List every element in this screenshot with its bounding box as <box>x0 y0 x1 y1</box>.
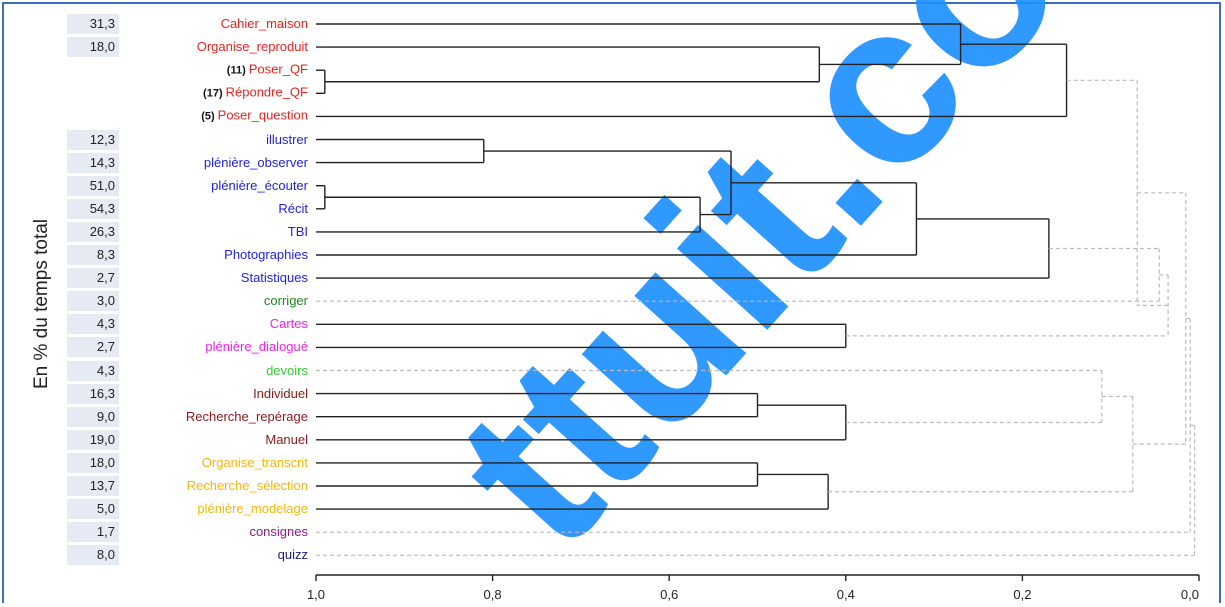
leaf-label: (17) Répondre_QF <box>203 85 308 102</box>
leaf-label: Statistiques <box>241 270 308 286</box>
x-tick-label: 0,8 <box>484 587 502 602</box>
leaf-percent: 19,0 <box>67 429 119 450</box>
leaf-name: Individuel <box>253 385 308 401</box>
leaf-name: Recherche_sélection <box>186 478 308 493</box>
x-tick-label: 0,0 <box>1181 587 1199 602</box>
leaf-name: TBI <box>287 223 308 239</box>
leaf-label: Individuel <box>253 386 308 402</box>
leaf-label: consignes <box>249 524 308 540</box>
x-tick-label: 0,2 <box>1013 587 1031 602</box>
leaf-label: Cahier_maison <box>221 16 308 32</box>
leaf-name: Récit <box>278 200 308 216</box>
leaf-name: Poser_question <box>217 107 308 123</box>
leaf-name: Photographies <box>224 247 308 262</box>
leaf-percent: 4,3 <box>67 314 119 335</box>
leaf-label: Manuel <box>265 432 308 448</box>
leaf-name: plénière_écouter <box>211 177 308 193</box>
leaf-name: illustrer <box>266 131 308 147</box>
leaf-percent: 14,3 <box>67 152 119 173</box>
leaf-label: Recherche_sélection <box>187 478 308 494</box>
leaf-percent: 8,0 <box>67 545 119 566</box>
leaf-name: Poser_QF <box>248 61 308 77</box>
leaf-name: Recherche_repérage <box>185 408 308 424</box>
leaf-label: Recherche_repérage <box>186 409 308 425</box>
leaf-percent: 4,3 <box>67 360 119 381</box>
leaf-name: plénière_dialogué <box>205 339 308 355</box>
leaf-name: Organise_transcrit <box>201 454 308 470</box>
leaf-count: (11) <box>226 64 246 77</box>
leaf-percent: 1,7 <box>67 522 119 543</box>
leaf-label: plénière_observer <box>204 155 308 171</box>
leaf-percent: 12,3 <box>67 129 119 150</box>
leaf-name: plénière_observer <box>203 154 308 170</box>
leaf-label: plénière_dialogué <box>205 339 308 355</box>
leaf-name: corriger <box>263 293 308 309</box>
leaf-label: Organise_transcrit <box>202 455 308 471</box>
leaf-percent: 18,0 <box>67 37 119 58</box>
leaf-label: (11) Poser_QF <box>227 62 308 79</box>
leaf-name: Manuel <box>265 431 308 447</box>
leaf-label: devoirs <box>266 363 308 379</box>
leaf-percent: 26,3 <box>67 221 119 242</box>
x-tick-label: 1,0 <box>307 587 325 602</box>
leaf-percent: 16,3 <box>67 383 119 404</box>
leaf-percent: 3,0 <box>67 291 119 312</box>
leaf-percent: 18,0 <box>67 452 119 473</box>
leaf-percent: 2,7 <box>67 268 119 289</box>
leaf-percent: 51,0 <box>67 175 119 196</box>
leaf-name: Cartes <box>269 316 308 332</box>
leaf-name: plénière_modelage <box>197 501 308 517</box>
leaf-label: quizz <box>278 547 308 563</box>
leaf-label: Cartes <box>270 316 308 332</box>
leaf-name: Organise_reproduit <box>196 39 308 55</box>
x-tick-label: 0,6 <box>660 587 678 602</box>
leaf-label: TBI <box>288 224 308 240</box>
leaf-percent: 2,7 <box>67 337 119 358</box>
x-tick-label: 0,4 <box>837 587 855 602</box>
leaf-label: corriger <box>264 293 308 309</box>
leaf-percent: 9,0 <box>67 406 119 427</box>
leaf-name: quizz <box>277 547 308 563</box>
leaf-name: Cahier_maison <box>220 16 308 31</box>
leaf-percent: 13,7 <box>67 476 119 496</box>
leaf-percent: 54,3 <box>67 198 119 219</box>
leaf-label: plénière_modelage <box>197 501 308 517</box>
leaf-label: illustrer <box>266 132 308 148</box>
leaf-label: Photographies <box>224 247 308 263</box>
leaf-label: Récit <box>278 201 308 217</box>
leaf-percent: 31,3 <box>67 14 119 34</box>
leaf-name: Répondre_QF <box>225 84 308 100</box>
leaf-count: (17) <box>203 87 223 100</box>
leaf-percent: 8,3 <box>67 245 119 265</box>
leaf-percent: 5,0 <box>67 499 119 520</box>
leaf-name: consignes <box>249 524 308 540</box>
leaf-label: plénière_écouter <box>211 178 308 194</box>
leaf-label: Organise_reproduit <box>197 39 308 55</box>
leaf-name: devoirs <box>266 362 308 378</box>
leaf-count: (5) <box>201 110 215 123</box>
leaf-name: Statistiques <box>240 270 308 286</box>
leaf-label: (5) Poser_question <box>201 108 308 125</box>
